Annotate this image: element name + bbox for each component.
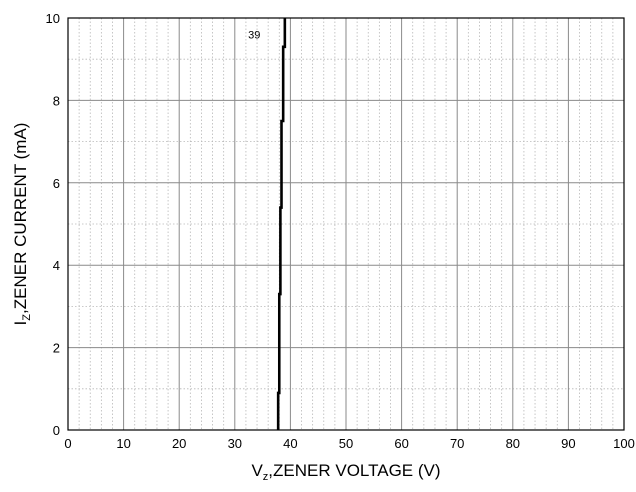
y-axis-title: IZ,ZENER CURRENT (mA) [11,123,33,326]
x-tick-label: 70 [450,436,464,451]
x-tick-label: 20 [172,436,186,451]
x-axis-title: Vz,ZENER VOLTAGE (V) [251,461,440,483]
x-tick-label: 0 [64,436,71,451]
y-tick-labels: 0 2 4 6 8 10 [46,11,60,438]
y-tick-label: 4 [53,258,60,273]
series-layer: 39 [248,18,287,430]
x-tick-label: 90 [561,436,575,451]
series-label: 39 [248,30,260,42]
x-tick-label: 100 [613,436,635,451]
x-tick-label: 10 [116,436,130,451]
y-tick-label: 0 [53,423,60,438]
series-line [276,18,287,430]
plot-frame [67,17,625,431]
y-tick-label: 8 [53,93,60,108]
x-tick-labels: 0 10 20 30 40 50 60 70 80 90 100 [64,436,634,451]
y-tick-label: 2 [53,341,60,356]
y-tick-label: 10 [46,11,60,26]
x-tick-label: 50 [339,436,353,451]
x-tick-label: 80 [506,436,520,451]
x-tick-label: 30 [228,436,242,451]
x-tick-label: 40 [283,436,297,451]
x-tick-label: 60 [394,436,408,451]
y-tick-label: 6 [53,176,60,191]
